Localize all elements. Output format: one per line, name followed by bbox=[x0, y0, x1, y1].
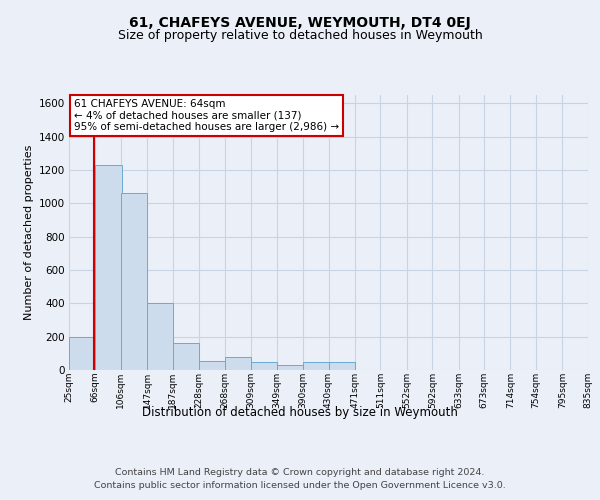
Bar bbox=[173, 344, 199, 370]
Text: Contains HM Land Registry data © Crown copyright and database right 2024.: Contains HM Land Registry data © Crown c… bbox=[115, 468, 485, 477]
Bar bbox=[69, 336, 95, 370]
Text: Distribution of detached houses by size in Weymouth: Distribution of detached houses by size … bbox=[142, 406, 458, 419]
Bar bbox=[277, 365, 303, 370]
Bar bbox=[224, 356, 251, 370]
Bar bbox=[121, 194, 147, 370]
Bar bbox=[251, 362, 277, 370]
Bar bbox=[147, 304, 173, 370]
Text: 61 CHAFEYS AVENUE: 64sqm
← 4% of detached houses are smaller (137)
95% of semi-d: 61 CHAFEYS AVENUE: 64sqm ← 4% of detache… bbox=[74, 99, 340, 132]
Bar bbox=[199, 361, 226, 370]
Bar bbox=[329, 362, 355, 370]
Bar bbox=[95, 165, 122, 370]
Text: Contains public sector information licensed under the Open Government Licence v3: Contains public sector information licen… bbox=[94, 482, 506, 490]
Text: Size of property relative to detached houses in Weymouth: Size of property relative to detached ho… bbox=[118, 28, 482, 42]
Text: 61, CHAFEYS AVENUE, WEYMOUTH, DT4 0EJ: 61, CHAFEYS AVENUE, WEYMOUTH, DT4 0EJ bbox=[129, 16, 471, 30]
Bar bbox=[303, 362, 329, 370]
Y-axis label: Number of detached properties: Number of detached properties bbox=[25, 145, 34, 320]
